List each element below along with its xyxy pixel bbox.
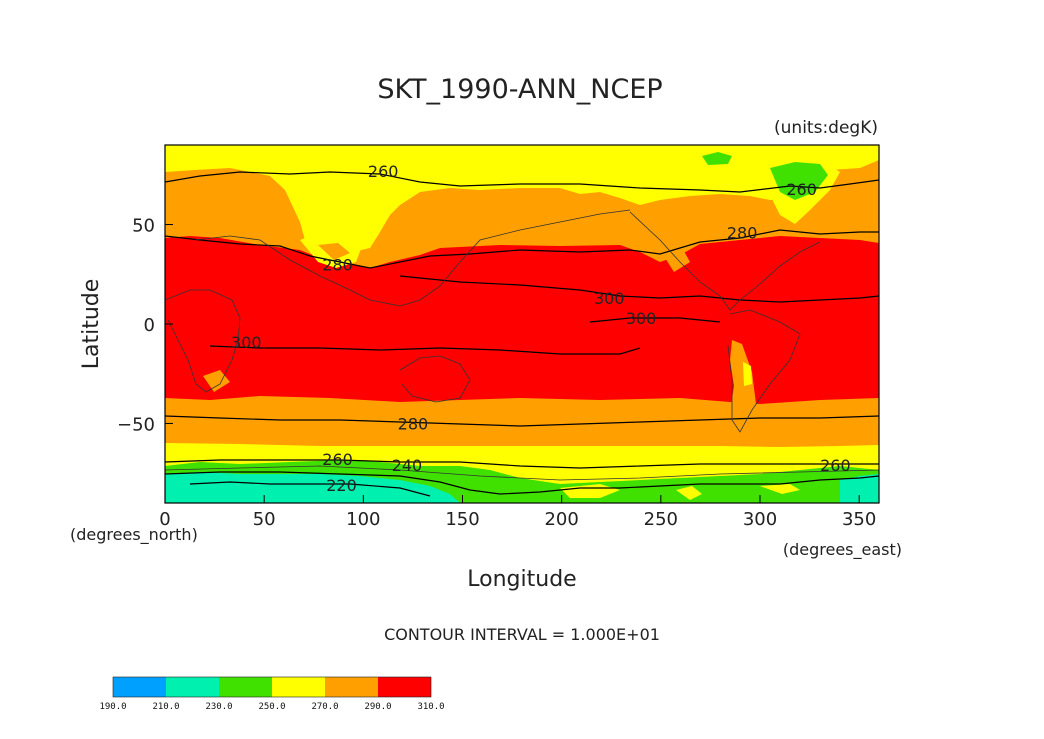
contour-lines xyxy=(165,171,879,497)
contour-260-north xyxy=(165,171,879,193)
andes-yellow xyxy=(743,362,752,386)
contour-300-north xyxy=(399,275,879,303)
contour-220-south xyxy=(189,481,431,497)
contour-label-6: 300 xyxy=(231,333,262,352)
band-antarctic-cyan xyxy=(165,472,460,503)
x-axis-label: Longitude xyxy=(467,567,576,592)
colorbar-swatch-1 xyxy=(166,677,219,697)
contour-label-3: 280 xyxy=(322,255,353,274)
colorbar-level-2: 230.0 xyxy=(205,702,232,712)
contour-label-9: 240 xyxy=(392,456,423,475)
coast-africa xyxy=(165,289,241,393)
y-axis-label: Latitude xyxy=(79,279,104,370)
colorbar-swatch-4 xyxy=(325,677,378,697)
colorbar-level-6: 310.0 xyxy=(417,702,444,712)
greenland-green xyxy=(770,162,828,200)
contour-280-north xyxy=(165,229,879,269)
arctic-green-patch xyxy=(702,152,732,165)
contour-240-south xyxy=(165,471,879,495)
axes: 0 50 100 150 200 250 300 350 50 0 −50 xyxy=(117,216,876,530)
map-title: SKT_1990-ANN_NCEP xyxy=(377,74,662,105)
contour-280-south xyxy=(165,415,879,427)
south-africa-orange xyxy=(203,370,230,392)
x-tick-label-100: 100 xyxy=(346,509,380,530)
coast-north-america xyxy=(629,211,821,311)
tibet-orange xyxy=(318,243,350,260)
x-tick-label-250: 250 xyxy=(644,509,678,530)
x-tick-label-350: 350 xyxy=(842,509,876,530)
coast-australia xyxy=(399,355,471,403)
contour-300-eq xyxy=(589,317,721,323)
x-tick-label-150: 150 xyxy=(445,509,479,530)
coast-south-america xyxy=(727,309,801,433)
y-tick-label-0: 50 xyxy=(132,216,155,237)
contour-label-11: 260 xyxy=(820,456,851,475)
coast-eurasia xyxy=(194,209,631,307)
colorbar: 190.0 210.0 230.0 250.0 270.0 290.0 310.0 xyxy=(99,676,445,712)
contour-label-7: 280 xyxy=(398,414,429,433)
colorbar-level-0: 190.0 xyxy=(99,702,126,712)
coast-antarctica xyxy=(165,465,879,481)
contour-300-south xyxy=(209,345,641,355)
contour-label-10: 220 xyxy=(326,476,357,495)
colorbar-swatch-0 xyxy=(113,677,166,697)
contour-label-4: 300 xyxy=(594,289,625,308)
x-unit-label: (degrees_east) xyxy=(783,540,902,560)
x-tick-label-50: 50 xyxy=(253,509,276,530)
colorbar-level-5: 290.0 xyxy=(364,702,391,712)
colorbar-swatch-3 xyxy=(272,677,325,697)
contour-260-south xyxy=(165,459,879,469)
colorbar-level-3: 250.0 xyxy=(258,702,285,712)
colorbar-frame xyxy=(112,676,432,698)
colorbar-swatch-5 xyxy=(378,677,431,697)
antarctic-yellow-pocket-2 xyxy=(676,486,702,500)
x-tick-label-200: 200 xyxy=(544,509,578,530)
coastlines xyxy=(165,209,879,481)
contour-label-8: 260 xyxy=(322,450,353,469)
contour-label-1: 260 xyxy=(786,180,817,199)
contour-label-0: 260 xyxy=(368,162,399,181)
antarctic-cyan-east xyxy=(840,474,879,503)
x-tick-label-0: 0 xyxy=(159,509,170,530)
contour-label-5: 300 xyxy=(626,309,657,328)
colorbar-swatch-2 xyxy=(219,677,272,697)
colorbar-level-4: 270.0 xyxy=(311,702,338,712)
x-tick-label-300: 300 xyxy=(743,509,777,530)
y-tick-label-1: 0 xyxy=(144,315,155,336)
y-tick-label-2: −50 xyxy=(117,414,155,435)
contour-interval: CONTOUR INTERVAL = 1.000E+01 xyxy=(384,625,660,644)
y-unit-label: (degrees_north) xyxy=(70,525,198,545)
colorbar-level-1: 210.0 xyxy=(152,702,179,712)
units-note: (units:degK) xyxy=(774,118,878,138)
contour-label-2: 280 xyxy=(727,224,758,243)
antarctic-yellow-pocket-3 xyxy=(760,484,800,494)
